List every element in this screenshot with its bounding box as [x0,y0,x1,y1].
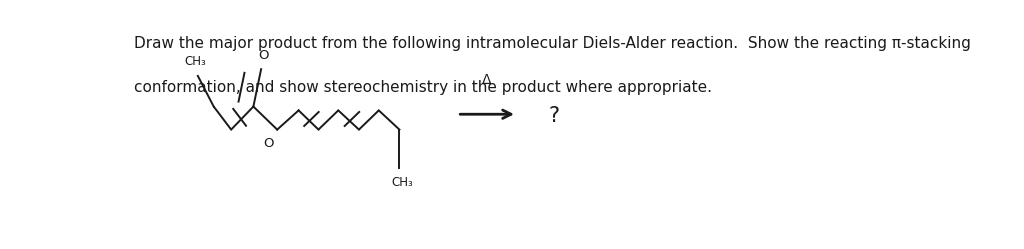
Text: ?: ? [549,106,560,126]
Text: CH₃: CH₃ [391,176,413,188]
Text: O: O [258,50,269,62]
Text: Draw the major product from the following intramolecular Diels-Alder reaction.  : Draw the major product from the followin… [134,36,971,51]
Text: O: O [263,137,274,150]
Text: conformation, and show stereochemistry in the product where appropriate.: conformation, and show stereochemistry i… [134,80,713,95]
Text: CH₃: CH₃ [184,55,206,68]
Text: Δ: Δ [482,73,492,87]
